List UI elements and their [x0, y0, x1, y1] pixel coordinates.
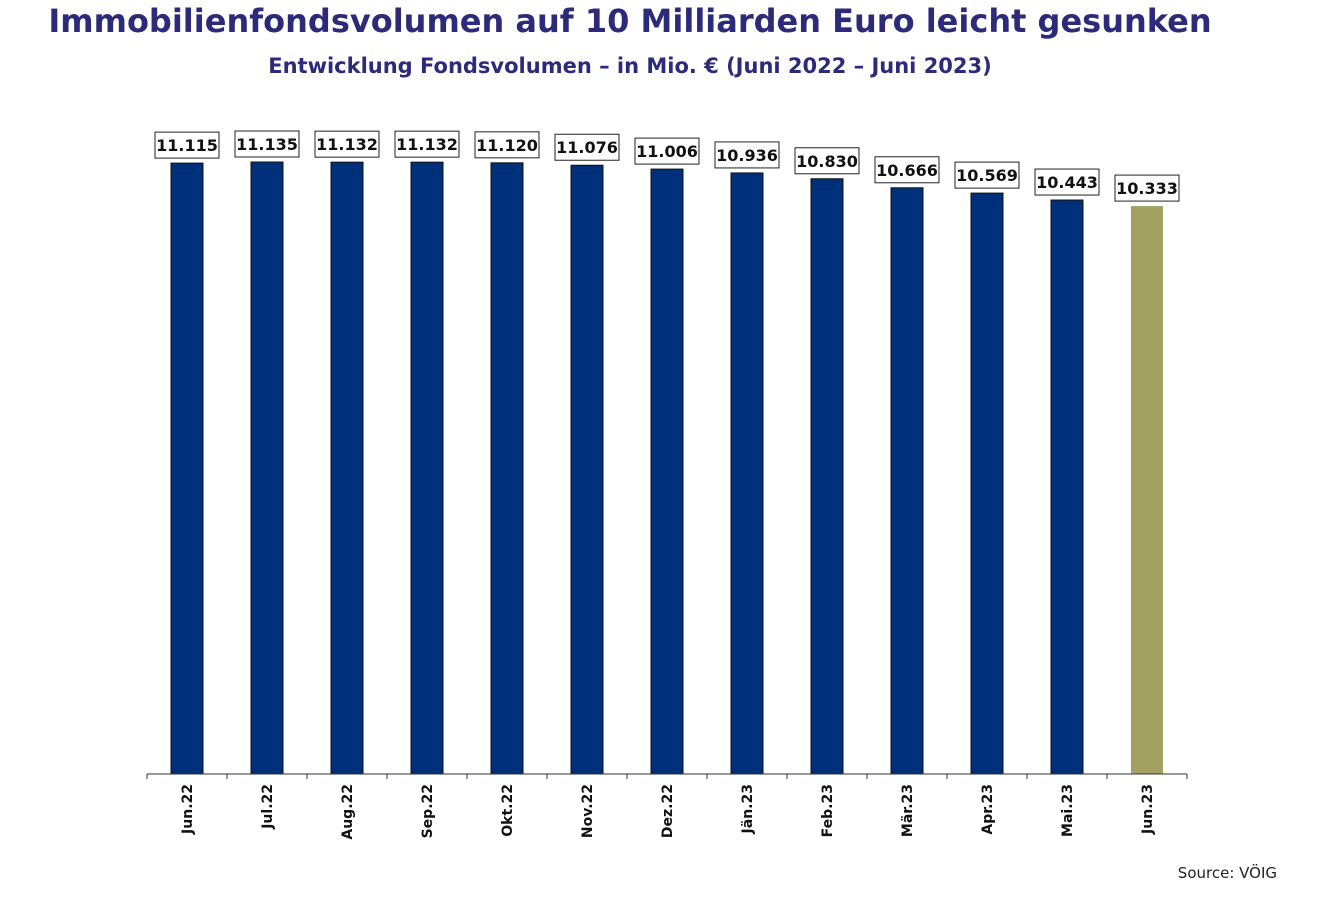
bar-Dez.22	[650, 168, 684, 775]
bar-Jun.22	[170, 162, 204, 775]
bar-Jun.23	[1131, 206, 1163, 774]
data-label-Apr.23: 10.569	[954, 161, 1020, 189]
x-tick-label-Feb.23: Feb.23	[820, 784, 836, 837]
data-label-text: 10.443	[1036, 173, 1098, 192]
x-axis: Jun.22 Jul.22 Aug.22 Sep.22 Okt.22 Nov.22 Dez.…	[146, 773, 1188, 840]
data-label-box	[874, 156, 940, 184]
data-label-text: 11.132	[316, 135, 378, 154]
data-label-Okt.22: 11.120	[474, 131, 540, 159]
data-label-text: 10.936	[716, 146, 778, 165]
data-label-Jän.23: 10.936	[714, 141, 780, 169]
chart-subtitle: Entwicklung Fondsvolumen – in Mio. € (Ju…	[268, 54, 992, 78]
data-label-Aug.22: 11.132	[314, 130, 380, 158]
data-label-box	[794, 147, 860, 175]
bar-Nov.22	[570, 164, 604, 775]
x-tick-label-Mär.23: Mär.23	[900, 784, 916, 837]
data-label-Dez.22: 11.006	[634, 137, 700, 165]
bar-Jän.23	[730, 172, 764, 775]
data-label-box	[1114, 174, 1180, 202]
x-tick-label-Jän.23: Jän.23	[740, 784, 756, 834]
data-label-text: 11.135	[236, 135, 298, 154]
bar-Okt.22	[490, 162, 524, 775]
data-label-box	[314, 130, 380, 158]
data-label-text: 10.666	[876, 161, 938, 180]
data-label-text: 10.830	[796, 152, 858, 171]
data-label-text: 11.006	[636, 142, 698, 161]
x-tick-label-Mai.23: Mai.23	[1060, 784, 1076, 837]
data-label-text: 11.115	[156, 136, 218, 155]
data-label-text: 10.333	[1116, 179, 1178, 198]
x-tick-label-Okt.22: Okt.22	[500, 784, 516, 837]
x-tick-label-Apr.23: Apr.23	[980, 784, 996, 835]
bar-Apr.23	[970, 192, 1004, 775]
source-note: Source: VÖIG	[1177, 864, 1277, 882]
data-label-text: 11.076	[556, 138, 618, 157]
data-label-box	[554, 133, 620, 161]
data-label-box	[474, 131, 540, 159]
data-label-box	[1034, 168, 1100, 196]
data-label-Sep.22: 11.132	[394, 130, 460, 158]
x-tick-label-Jul.22: Jul.22	[260, 784, 276, 830]
bar-Sep.22	[410, 161, 444, 775]
data-label-Jun.23: 10.333	[1114, 174, 1180, 202]
bar-Aug.22	[330, 161, 364, 775]
data-label-box	[954, 161, 1020, 189]
x-tick-label-Jun.23: Jun.23	[1140, 784, 1156, 835]
bar-Jul.22	[250, 161, 284, 775]
x-tick-label-Dez.22: Dez.22	[660, 784, 676, 838]
data-label-box	[394, 130, 460, 158]
chart-title: Immobilienfondsvolumen auf 10 Milliarden…	[48, 2, 1212, 40]
bar-Mai.23	[1050, 199, 1084, 775]
data-label-Feb.23: 10.830	[794, 147, 860, 175]
x-tick-label-Aug.22: Aug.22	[340, 784, 356, 840]
data-labels-layer: 11.115 11.135 11.132 11.132 11.120 11.076 11.0…	[154, 130, 1180, 202]
bars-layer	[170, 161, 1163, 775]
data-label-box	[154, 131, 220, 159]
data-label-Mai.23: 10.443	[1034, 168, 1100, 196]
data-label-box	[634, 137, 700, 165]
data-label-text: 10.569	[956, 166, 1018, 185]
data-label-Jul.22: 11.135	[234, 130, 300, 158]
data-label-Nov.22: 11.076	[554, 133, 620, 161]
data-label-text: 11.132	[396, 135, 458, 154]
data-label-box	[234, 130, 300, 158]
x-tick-label-Jun.22: Jun.22	[180, 784, 196, 835]
data-label-Mär.23: 10.666	[874, 156, 940, 184]
bar-Feb.23	[810, 178, 844, 775]
x-tick-label-Sep.22: Sep.22	[420, 784, 436, 838]
data-label-text: 11.120	[476, 136, 538, 155]
bar-chart: Jun.22 Jul.22 Aug.22 Sep.22 Okt.22 Nov.22 Dez.…	[146, 130, 1188, 840]
x-tick-label-Nov.22: Nov.22	[580, 784, 596, 838]
data-label-box	[714, 141, 780, 169]
data-label-Jun.22: 11.115	[154, 131, 220, 159]
bar-Mär.23	[890, 187, 924, 775]
